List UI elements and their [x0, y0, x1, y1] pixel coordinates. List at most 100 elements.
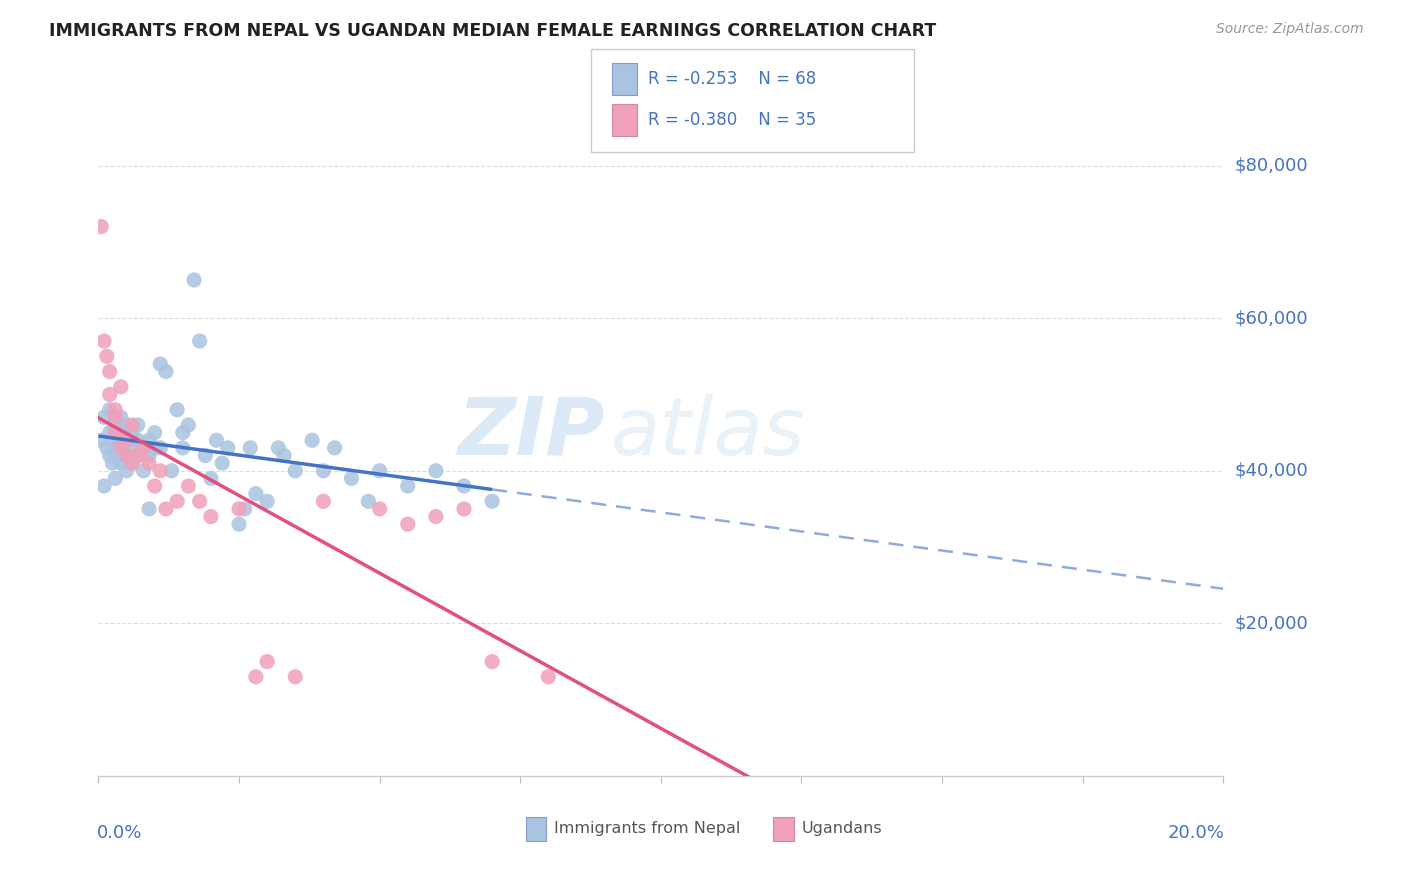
Point — [121, 456, 143, 470]
Text: ZIP: ZIP — [457, 393, 605, 472]
Point — [245, 670, 267, 684]
Point — [93, 479, 115, 493]
Point — [96, 349, 118, 363]
Point — [267, 441, 290, 455]
Point — [127, 449, 149, 463]
Point — [110, 441, 132, 455]
Point — [115, 434, 138, 448]
Point — [98, 449, 121, 463]
Text: $60,000: $60,000 — [1234, 310, 1308, 327]
Point — [149, 464, 172, 478]
Point — [143, 425, 166, 440]
Point — [256, 494, 278, 508]
Point — [340, 471, 363, 485]
Text: $40,000: $40,000 — [1234, 462, 1308, 480]
Point — [132, 441, 155, 455]
Point — [90, 219, 112, 234]
Point — [537, 670, 560, 684]
Point — [228, 502, 250, 516]
Point — [481, 494, 503, 508]
Point — [357, 494, 380, 508]
Point — [121, 417, 143, 432]
Point — [138, 449, 160, 463]
Point — [127, 417, 149, 432]
Point — [110, 441, 132, 455]
Point — [93, 334, 115, 348]
Point — [115, 449, 138, 463]
Point — [110, 410, 132, 425]
Point — [396, 517, 419, 532]
Point — [301, 434, 323, 448]
Point — [127, 434, 149, 448]
Point — [143, 479, 166, 493]
Point — [256, 655, 278, 669]
Point — [112, 425, 135, 440]
Point — [177, 479, 200, 493]
Point — [132, 464, 155, 478]
Point — [96, 441, 118, 455]
Point — [368, 502, 391, 516]
Point — [90, 434, 112, 448]
Point — [273, 449, 295, 463]
Point — [200, 471, 222, 485]
Point — [115, 417, 138, 432]
Point — [194, 449, 217, 463]
Point — [396, 479, 419, 493]
Point — [115, 434, 138, 448]
FancyBboxPatch shape — [526, 817, 546, 841]
Point — [110, 434, 132, 448]
Point — [245, 486, 267, 500]
Point — [104, 402, 127, 417]
Text: IMMIGRANTS FROM NEPAL VS UGANDAN MEDIAN FEMALE EARNINGS CORRELATION CHART: IMMIGRANTS FROM NEPAL VS UGANDAN MEDIAN … — [49, 22, 936, 40]
Point — [132, 441, 155, 455]
Point — [121, 441, 143, 455]
Text: atlas: atlas — [610, 393, 806, 472]
Point — [425, 509, 447, 524]
Text: Source: ZipAtlas.com: Source: ZipAtlas.com — [1216, 22, 1364, 37]
Point — [101, 456, 124, 470]
Text: R = -0.380    N = 35: R = -0.380 N = 35 — [648, 112, 817, 129]
Point — [172, 425, 194, 440]
Point — [312, 494, 335, 508]
Point — [104, 410, 127, 425]
Point — [217, 441, 239, 455]
Point — [98, 387, 121, 401]
Point — [98, 425, 121, 440]
Point — [172, 441, 194, 455]
Point — [138, 456, 160, 470]
Point — [155, 365, 177, 379]
Point — [98, 402, 121, 417]
Text: Immigrants from Nepal: Immigrants from Nepal — [554, 822, 741, 837]
Point — [228, 517, 250, 532]
Point — [200, 509, 222, 524]
Point — [138, 434, 160, 448]
FancyBboxPatch shape — [773, 817, 793, 841]
Point — [284, 464, 307, 478]
Text: Ugandans: Ugandans — [801, 822, 882, 837]
Point — [104, 425, 127, 440]
Text: R = -0.253    N = 68: R = -0.253 N = 68 — [648, 70, 817, 88]
Point — [453, 479, 475, 493]
Point — [138, 502, 160, 516]
Point — [104, 434, 127, 448]
Point — [284, 670, 307, 684]
Text: $80,000: $80,000 — [1234, 156, 1308, 175]
Point — [155, 502, 177, 516]
Point — [149, 357, 172, 371]
Point — [121, 456, 143, 470]
Point — [93, 410, 115, 425]
Point — [127, 449, 149, 463]
Text: 0.0%: 0.0% — [97, 824, 142, 842]
Point — [160, 464, 183, 478]
Point — [107, 449, 129, 463]
Point — [121, 425, 143, 440]
Point — [481, 655, 503, 669]
Point — [425, 464, 447, 478]
Point — [453, 502, 475, 516]
Point — [323, 441, 346, 455]
Point — [177, 417, 200, 432]
Point — [104, 417, 127, 432]
Point — [115, 449, 138, 463]
Point — [312, 464, 335, 478]
Text: 20.0%: 20.0% — [1167, 824, 1225, 842]
